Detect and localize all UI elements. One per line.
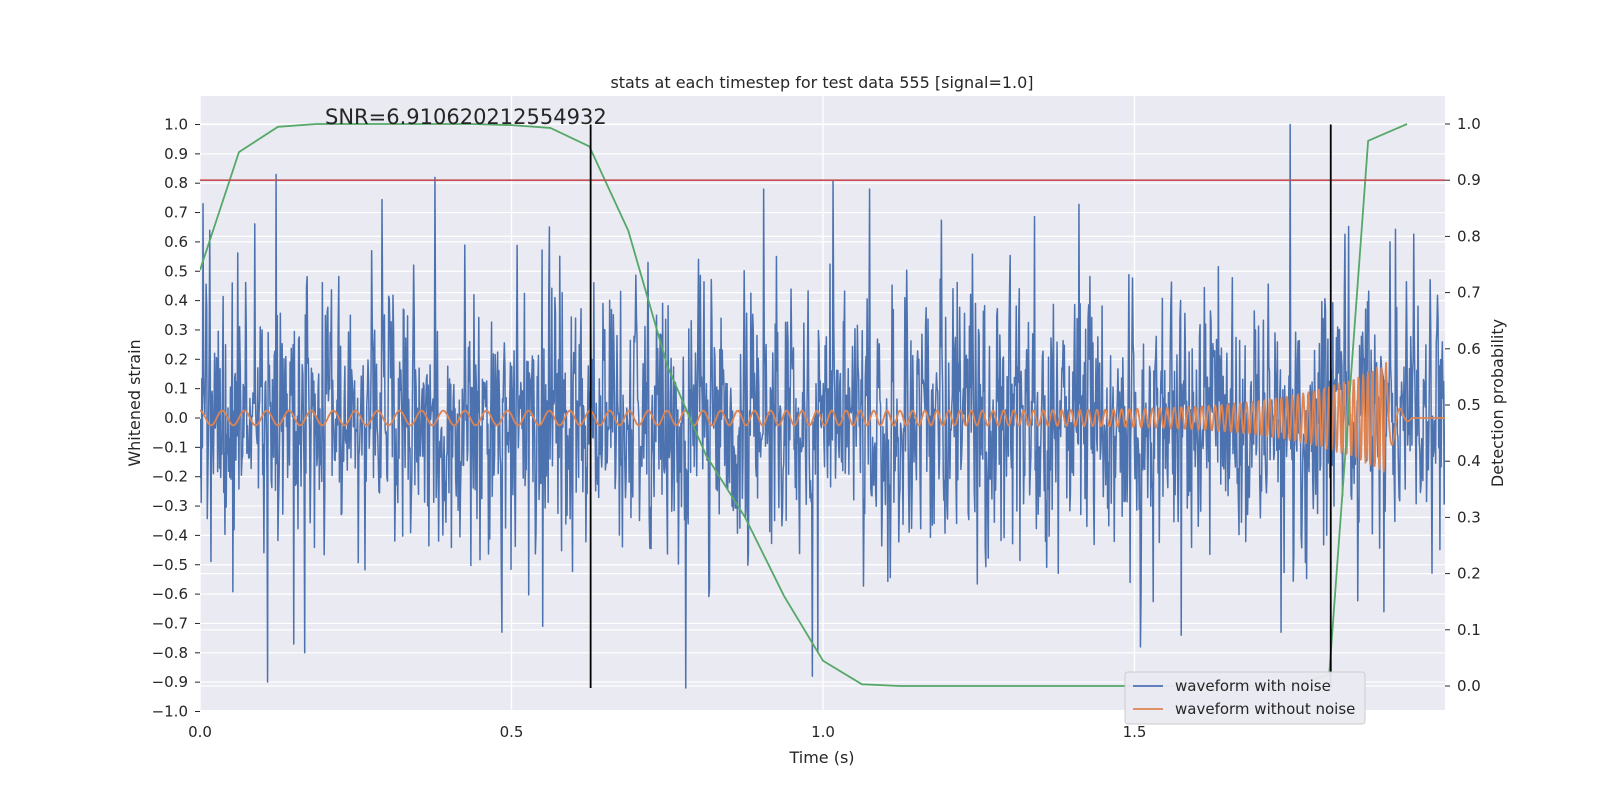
y-axis: −1.0 −0.9 −0.8 −0.7 −0.6 −0.5 −0.4 −0.3 −0.2 −0.1… bbox=[152, 116, 200, 721]
y2-tick-label: 0.7 bbox=[1457, 284, 1481, 302]
y-tick-label: 0.9 bbox=[164, 145, 188, 163]
y2-tick-label: 0.6 bbox=[1457, 340, 1481, 358]
x-tick-label: 1.5 bbox=[1123, 723, 1147, 741]
x-tick-label: 1.0 bbox=[811, 723, 835, 741]
y2-tick-label: 0.0 bbox=[1457, 677, 1481, 695]
y-tick-label: −0.1 bbox=[152, 438, 188, 456]
x-axis: 0.0 0.5 1.0 1.5 bbox=[188, 723, 1146, 741]
y2-tick-label: 0.3 bbox=[1457, 508, 1481, 526]
x-tick-label: 0.5 bbox=[500, 723, 524, 741]
y-tick-label: −0.4 bbox=[152, 526, 188, 544]
y-tick-label: −0.8 bbox=[152, 644, 188, 662]
x-axis-label: Time (s) bbox=[788, 748, 854, 767]
y-gridlines bbox=[200, 123, 1445, 713]
legend-box bbox=[1124, 671, 1366, 725]
y2-tick-label: 0.1 bbox=[1457, 621, 1481, 639]
y2-tick-label: 0.8 bbox=[1457, 227, 1481, 245]
y-tick-label: −0.9 bbox=[152, 673, 188, 691]
markers-layer bbox=[200, 124, 1445, 689]
y2-tick-label: 0.9 bbox=[1457, 171, 1481, 189]
y2-axis-label: Detection probability bbox=[1488, 319, 1507, 487]
y2-tick-label: 1.0 bbox=[1457, 115, 1481, 133]
legend-label-noise: waveform with noise bbox=[1175, 677, 1331, 695]
snr-annotation: SNR=6.910620212554932 bbox=[325, 105, 607, 129]
y2-axis: 0.0 0.1 0.2 0.3 0.4 0.5 0.6 0.7 0.8 0.9 1.0 bbox=[1445, 115, 1481, 695]
x-tick-label: 0.0 bbox=[188, 723, 212, 741]
y-tick-label: 1.0 bbox=[164, 116, 188, 134]
series-line-1 bbox=[200, 362, 1445, 473]
y-axis-label: Whitened strain bbox=[125, 339, 144, 466]
y-tick-label: 0.2 bbox=[164, 350, 188, 368]
y2-tick-label: 0.2 bbox=[1457, 565, 1481, 583]
legend: waveform with noise waveform without noi… bbox=[1124, 671, 1366, 725]
y-tick-label: −0.5 bbox=[152, 556, 188, 574]
chart-title: stats at each timestep for test data 555… bbox=[610, 73, 1033, 92]
y-tick-label: −0.3 bbox=[152, 497, 188, 515]
y-tick-label: 0.6 bbox=[164, 233, 188, 251]
y-tick-label: 0.0 bbox=[164, 409, 188, 427]
y-tick-label: −0.7 bbox=[152, 614, 188, 632]
legend-label-clean: waveform without noise bbox=[1175, 700, 1355, 718]
y-tick-label: −0.6 bbox=[152, 585, 188, 603]
y-tick-label: 0.4 bbox=[164, 292, 188, 310]
series-line-0 bbox=[200, 123, 1445, 689]
y-tick-label: 0.5 bbox=[164, 262, 188, 280]
y-tick-label: −1.0 bbox=[152, 703, 188, 721]
y2-tick-label: 0.4 bbox=[1457, 452, 1481, 470]
y-tick-label: 0.7 bbox=[164, 204, 188, 222]
y-tick-label: 0.8 bbox=[164, 174, 188, 192]
y-tick-label: 0.3 bbox=[164, 321, 188, 339]
y-tick-label: −0.2 bbox=[152, 468, 188, 486]
y2-tick-label: 0.5 bbox=[1457, 396, 1481, 414]
y-tick-label: 0.1 bbox=[164, 380, 188, 398]
